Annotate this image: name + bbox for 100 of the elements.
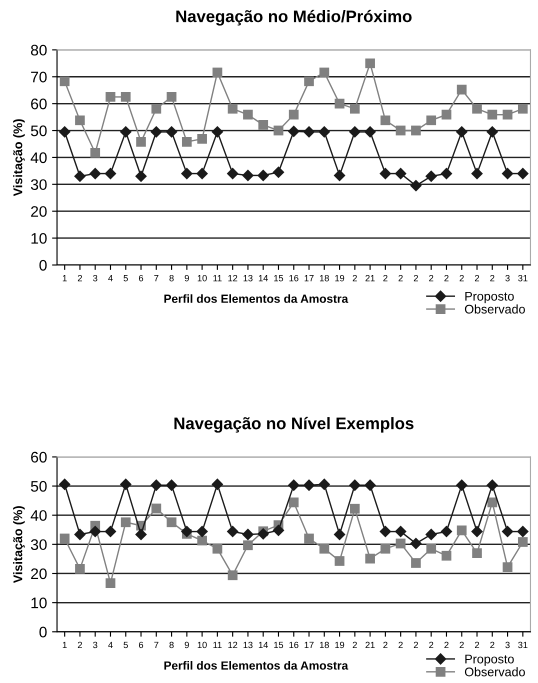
y-tick-label: 10 [31, 598, 47, 608]
x-tick-label: 2 [490, 274, 494, 282]
point [75, 564, 85, 574]
point [212, 478, 223, 490]
point [288, 110, 299, 120]
point [228, 104, 238, 114]
y-tick-label: 40 [30, 152, 47, 164]
x-tick-label: 2 [414, 274, 418, 282]
y-tick-label: 0 [39, 260, 47, 271]
point [487, 110, 498, 120]
x-tick-label: 2 [444, 642, 449, 648]
x-tick-label: 2 [429, 642, 434, 648]
x-tick-label: 3 [93, 274, 98, 282]
x-tick-label: 31 [518, 642, 528, 648]
point [426, 544, 436, 554]
x-tick-label: 2 [460, 274, 464, 282]
point [120, 517, 131, 528]
point [456, 526, 467, 536]
x-tick-label: 3 [505, 642, 510, 648]
point [380, 115, 390, 126]
point [426, 115, 436, 126]
point [59, 478, 70, 490]
x-tick-label: 12 [228, 642, 238, 648]
point [166, 517, 176, 528]
point [272, 524, 284, 536]
x-tick-label: 7 [154, 642, 158, 648]
point [166, 480, 178, 491]
point [517, 168, 528, 180]
point [518, 537, 528, 547]
point [442, 550, 452, 561]
x-tick-label: 3 [505, 274, 510, 282]
point [166, 92, 176, 102]
point [212, 68, 222, 78]
point [411, 558, 421, 568]
point [242, 528, 254, 540]
x-tick-label: 19 [335, 642, 344, 648]
y-tick-label: 60 [31, 98, 47, 110]
point [75, 115, 85, 126]
point [426, 528, 437, 540]
point [104, 526, 116, 538]
x-tick-label: 12 [228, 274, 238, 282]
x-tick-label: 16 [289, 642, 298, 648]
y-tick-label: 30 [30, 179, 47, 190]
point [456, 84, 467, 95]
point [440, 526, 452, 538]
point [334, 556, 344, 566]
x-tick-label: 2 [398, 274, 403, 282]
point [196, 526, 208, 538]
point [502, 168, 514, 180]
point [518, 104, 528, 114]
point [350, 504, 360, 514]
point [136, 136, 146, 147]
x-tick-label: 5 [124, 642, 128, 648]
x-tick-label: 2 [398, 642, 403, 648]
point [150, 480, 162, 491]
point [396, 126, 406, 136]
point [150, 126, 162, 138]
point [135, 170, 147, 182]
x-tick-label: 10 [198, 642, 207, 648]
point [349, 480, 360, 491]
point [364, 126, 376, 138]
x-tick-label: 2 [383, 274, 388, 282]
chart-title: Navegação no Médio/Próximo [176, 10, 412, 26]
point [90, 168, 101, 180]
point [364, 480, 376, 491]
x-tick-label: 6 [138, 274, 144, 282]
x-tick-label: 5 [124, 275, 128, 282]
point [60, 534, 70, 544]
point [258, 170, 269, 182]
x-tick-label: 2 [474, 642, 480, 648]
legend-label: Observado [464, 667, 525, 676]
point [334, 528, 346, 540]
point [456, 480, 468, 491]
point [120, 92, 131, 102]
x-axis-title: Perfil dos Elementos da Amostra [164, 294, 348, 303]
point [456, 126, 468, 138]
x-tick-label: 2 [414, 642, 418, 648]
point [59, 126, 70, 138]
point [197, 134, 207, 144]
point [196, 168, 208, 180]
point [288, 498, 299, 508]
x-tick-label: 2 [474, 274, 480, 282]
x-tick-label: 19 [335, 274, 344, 282]
point [197, 536, 207, 546]
legend-label: Observado [464, 304, 525, 314]
x-tick-label: 15 [274, 642, 284, 648]
chart-title: Navegação no Nível Exemplos [174, 416, 414, 433]
point [304, 534, 314, 544]
x-tick-label: 16 [289, 274, 298, 282]
point [396, 538, 406, 548]
x-tick-label: 2 [429, 274, 434, 282]
x-tick-label: 2 [383, 642, 388, 648]
x-tick-label: 8 [169, 274, 174, 282]
point [350, 104, 360, 114]
x-tick-label: 10 [198, 274, 207, 282]
point [380, 526, 391, 538]
y-axis-title: Visitação (%) [13, 506, 25, 584]
point [472, 104, 482, 114]
point [502, 562, 512, 572]
point [272, 166, 284, 178]
